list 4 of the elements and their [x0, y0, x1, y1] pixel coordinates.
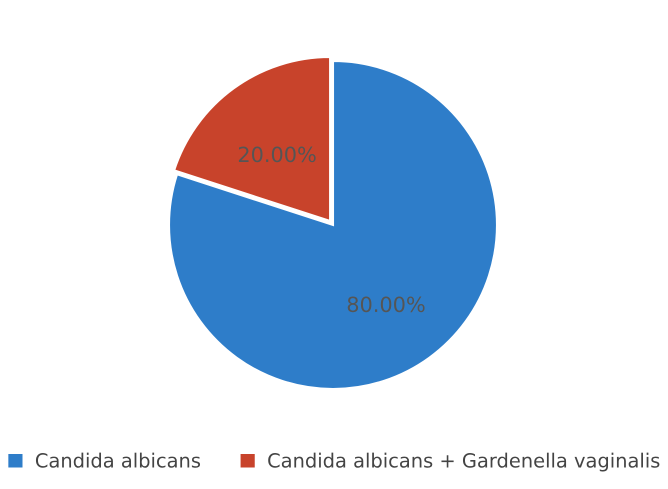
legend-label: Candida albicans [36, 452, 200, 468]
data-label: 20.00% [238, 146, 316, 162]
legend-label: Candida albicans + Gardenella vaginalis [268, 452, 660, 472]
data-label: 80.00% [348, 296, 425, 312]
